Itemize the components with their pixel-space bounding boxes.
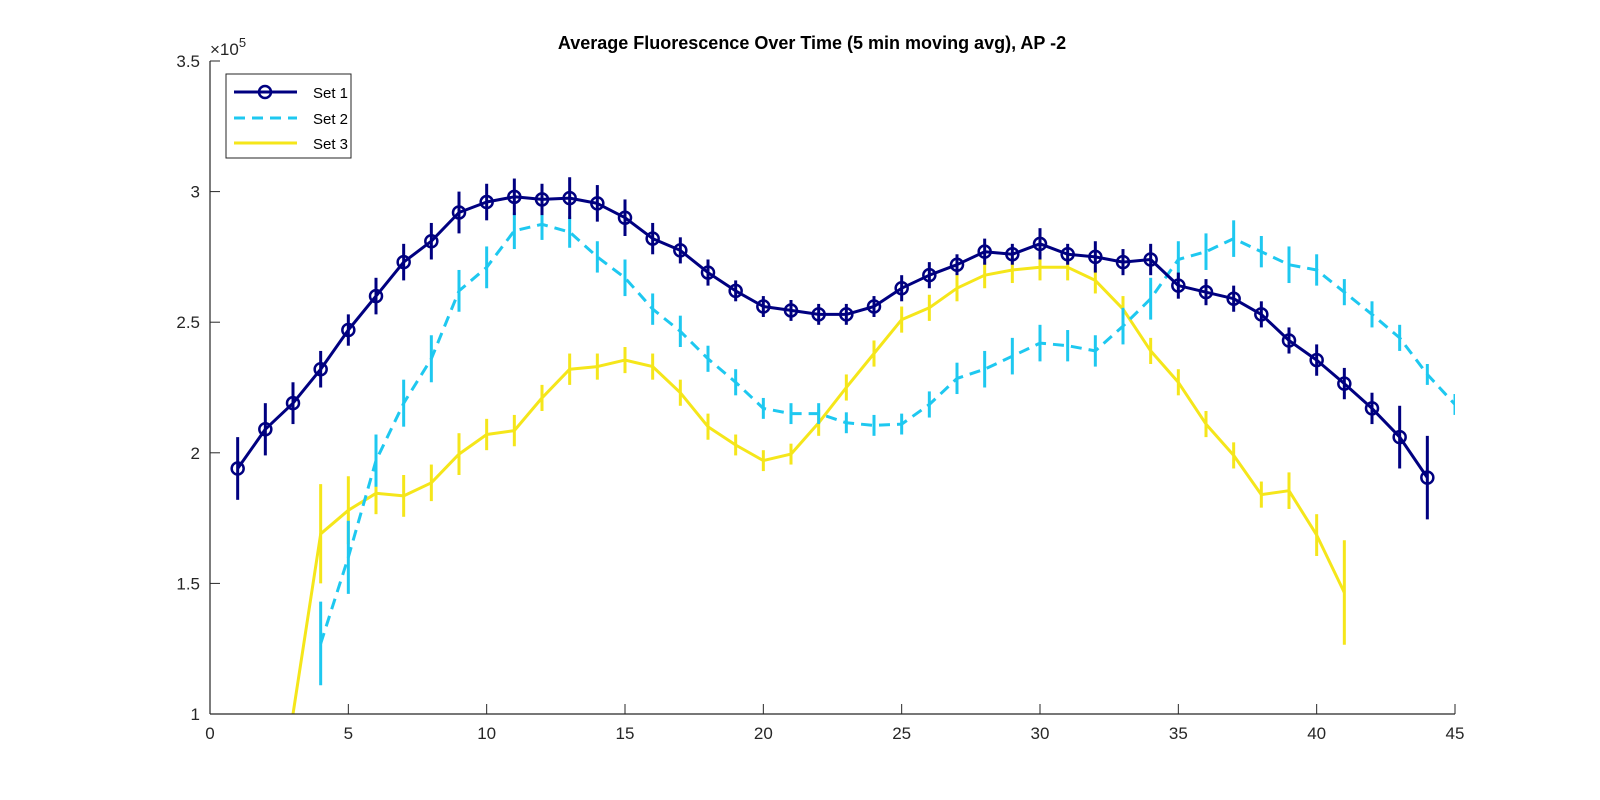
data-point <box>1281 333 1297 348</box>
x-tick-label: 35 <box>1169 724 1188 743</box>
x-tick-label: 20 <box>754 724 773 743</box>
legend-marker-set-1 <box>257 84 273 100</box>
y-tick-label: 3 <box>191 183 200 202</box>
data-point <box>507 189 522 205</box>
y-tick-label: 2.5 <box>176 313 200 332</box>
y-ticks: 1 1.5 2 2.5 3 3.5 <box>176 52 220 724</box>
data-point <box>1309 352 1324 368</box>
x-tick-label: 45 <box>1446 724 1465 743</box>
data-point <box>1088 249 1103 265</box>
data-point <box>1171 278 1186 293</box>
legend-entry-set-2: Set 2 <box>234 111 348 128</box>
legend-label-set-2: Set 2 <box>313 111 348 128</box>
axes: 0 5 10 15 20 25 30 35 40 45 1 1.5 2 2.5 3 3.5 ×105 <box>176 35 1464 743</box>
data-point <box>313 361 328 377</box>
data-point <box>783 303 799 318</box>
data-point <box>534 192 550 207</box>
data-point <box>590 196 605 211</box>
data-point <box>811 307 826 322</box>
x-tick-label: 25 <box>892 724 911 743</box>
data-point <box>1005 247 1020 262</box>
data-point <box>1060 247 1075 262</box>
data-point <box>1032 236 1048 252</box>
data-point <box>949 257 965 272</box>
data-point <box>1143 252 1158 267</box>
x-tick-label: 15 <box>616 724 635 743</box>
series-line-set-2 <box>319 222 1455 644</box>
data-point <box>451 205 467 220</box>
data-point <box>479 194 494 210</box>
data-point <box>977 244 992 259</box>
data-point <box>1254 307 1269 322</box>
y-tick-label: 3.5 <box>176 52 200 71</box>
data-point <box>673 243 688 258</box>
data-point <box>1115 254 1131 270</box>
y-tick-label: 2 <box>191 444 200 463</box>
data-point <box>756 299 771 314</box>
x-tick-label: 0 <box>205 724 214 743</box>
data-point <box>258 422 273 437</box>
x-tick-label: 5 <box>344 724 353 743</box>
data-point <box>368 288 384 304</box>
legend-entry-set-1: Set 1 <box>234 84 348 102</box>
data-point <box>396 254 411 270</box>
series-set-2 <box>319 208 1455 686</box>
x-tick-label: 10 <box>477 724 496 743</box>
data-point <box>617 210 633 225</box>
y-tick-label: 1 <box>191 705 200 724</box>
data-point <box>1198 284 1214 300</box>
data-point <box>230 461 245 476</box>
data-point <box>1337 376 1352 391</box>
series-layer <box>230 177 1455 714</box>
data-point <box>285 395 301 411</box>
data-point <box>424 233 439 249</box>
data-point <box>894 280 909 296</box>
y-tick-label: 1.5 <box>176 574 200 593</box>
chart-title: Average Fluorescence Over Time (5 min mo… <box>558 33 1066 53</box>
data-point <box>341 322 356 338</box>
legend-entry-set-3: Set 3 <box>234 136 348 153</box>
x-tick-label: 40 <box>1307 724 1326 743</box>
y-multiplier: ×105 <box>210 35 246 59</box>
legend-label-set-1: Set 1 <box>313 85 348 102</box>
data-point <box>700 265 716 280</box>
x-ticks: 0 5 10 15 20 25 30 35 40 45 <box>205 704 1464 743</box>
data-point <box>922 267 937 283</box>
data-point <box>728 283 743 299</box>
data-point <box>1392 429 1407 445</box>
data-point <box>645 231 660 246</box>
legend: Set 1 Set 2 Set 3 <box>225 73 352 159</box>
x-tick-label: 30 <box>1031 724 1050 743</box>
data-point <box>562 190 577 206</box>
legend-label-set-3: Set 3 <box>313 136 348 153</box>
series-set-1 <box>230 177 1435 520</box>
data-point <box>1420 470 1435 485</box>
data-point <box>866 299 882 314</box>
data-point <box>1364 401 1380 416</box>
data-point <box>839 307 854 322</box>
data-point <box>1226 291 1241 306</box>
